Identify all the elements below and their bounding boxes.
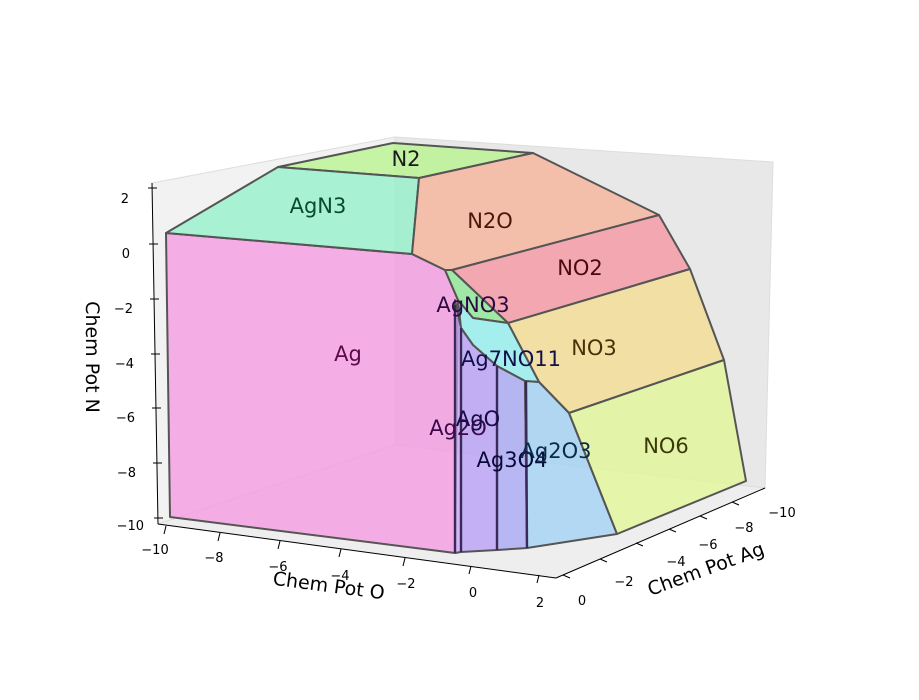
x-tick-label: −8 (734, 521, 753, 536)
x-tick-mark (699, 515, 708, 520)
label-ag: Ag (334, 342, 362, 366)
x-tick-mark (668, 528, 677, 533)
x-tick-mark (562, 574, 571, 579)
y-axis-line (157, 523, 557, 579)
x-axis-line (555, 487, 766, 579)
y-tick-label: 2 (536, 596, 544, 611)
label-ag2o3: Ag2O3 (521, 439, 592, 463)
x-tick-mark (731, 501, 740, 506)
label-n2o: N2O (467, 209, 513, 233)
y-axis-label: Chem Pot O (272, 568, 386, 604)
y-tick-mark (402, 557, 406, 567)
x-tick-label: −4 (666, 555, 685, 570)
region-edges (453, 305, 529, 553)
x-tick-label: −10 (768, 506, 795, 521)
x-tick-mark (635, 542, 644, 547)
z-tick-label: −2 (114, 302, 133, 317)
y-tick-label: −2 (396, 577, 415, 592)
y-tick-label: −8 (204, 551, 223, 566)
label-ago: AgO (456, 407, 500, 431)
y-tick-mark (277, 540, 281, 550)
z-tick-label: −6 (116, 411, 135, 426)
z-tick-label: −8 (117, 466, 136, 481)
z-axis: 2 0 −2 −4 −6 −8 −10 Chem Pot N (81, 182, 163, 534)
label-n2: N2 (391, 147, 420, 171)
y-tick-label: −10 (141, 543, 168, 558)
face-no6 (568, 359, 747, 535)
y-tick-label: 0 (469, 586, 477, 601)
z-tick-label: 0 (122, 247, 130, 262)
region-labels: N2 AgN3 N2O NO2 AgNO3 NO3 Ag Ag7NO11 Ag2… (290, 147, 689, 472)
label-ag7no11: Ag7NO11 (461, 347, 561, 371)
x-tick-marks (562, 501, 740, 579)
label-ag2o: Ag2O (429, 416, 487, 440)
x-tick-label: 0 (578, 594, 586, 609)
label-ag3o4: Ag3O4 (477, 448, 548, 472)
z-tick-label: −4 (115, 357, 134, 372)
z-tick-label: −10 (117, 519, 144, 534)
y-tick-mark (338, 548, 342, 558)
x-tick-label: −2 (614, 575, 633, 590)
label-agn3: AgN3 (290, 194, 347, 218)
edge-ag3o4-ag2o3 (524, 380, 529, 549)
z-axis-label: Chem Pot N (81, 301, 103, 413)
label-no6: NO6 (643, 434, 689, 458)
y-tick-mark (217, 532, 221, 542)
y-tick-mark (468, 565, 472, 575)
y-tick-label: −4 (330, 569, 349, 584)
face-ag (165, 232, 459, 554)
z-tick-label: 2 (121, 192, 129, 207)
y-tick-mark (536, 574, 540, 584)
label-no2: NO2 (557, 256, 603, 280)
y-tick-label: −6 (268, 560, 287, 575)
label-agno3: AgNO3 (436, 293, 509, 317)
region-faces (165, 142, 747, 554)
y-tick-mark (163, 525, 167, 535)
y-tick-marks (163, 525, 540, 584)
z-tick-marks (148, 187, 163, 519)
label-no3: NO3 (571, 336, 617, 360)
x-tick-mark (599, 558, 608, 563)
x-tick-label: −6 (698, 538, 717, 553)
